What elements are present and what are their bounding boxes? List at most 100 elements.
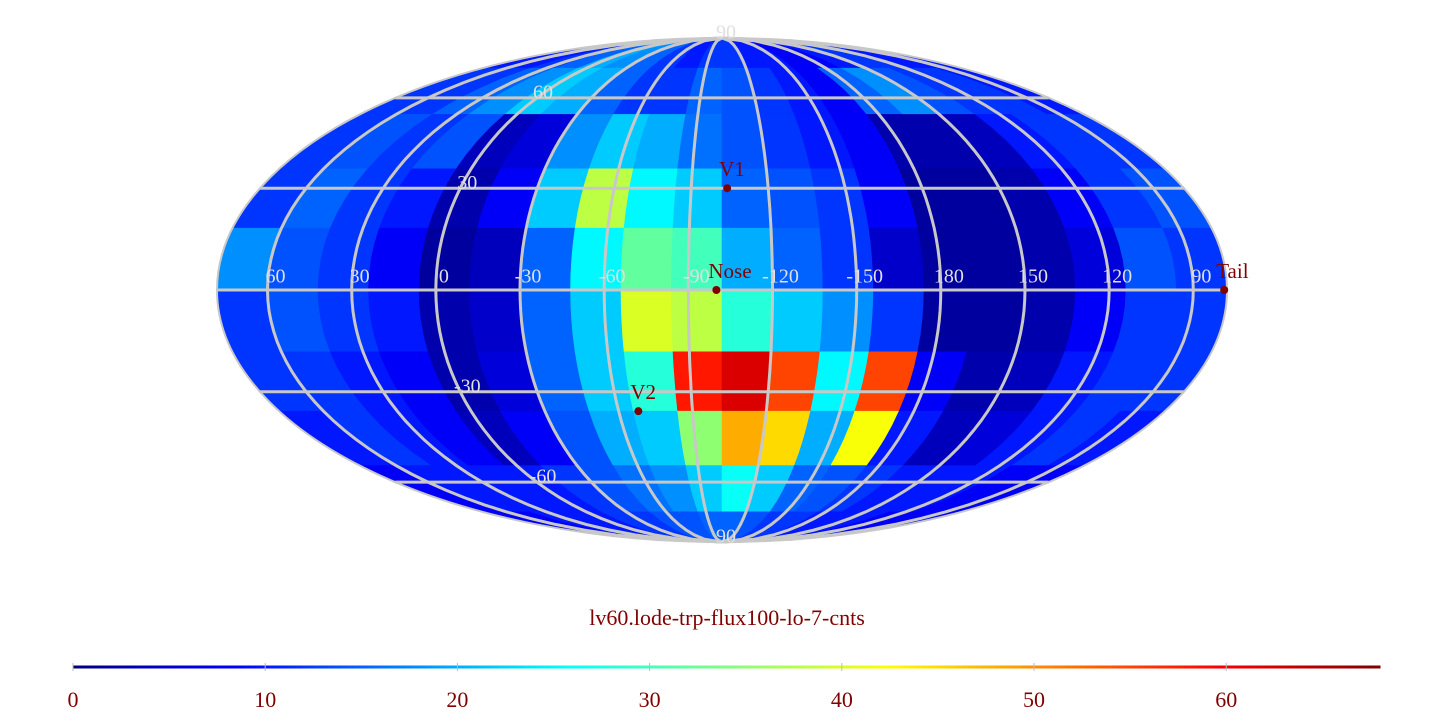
colorbar-segment — [1301, 665, 1309, 669]
y-tick-label: 90 — [716, 22, 736, 44]
colorbar-segment — [863, 665, 871, 669]
colorbar-segment — [327, 665, 335, 669]
point-label: Nose — [708, 259, 751, 283]
colorbar-segment — [654, 665, 662, 669]
colorbar-segment — [739, 665, 747, 669]
colorbar-segment — [510, 665, 518, 669]
colorbar-segment — [301, 665, 309, 669]
colorbar-segment — [92, 665, 100, 669]
colorbar-segment — [1112, 665, 1120, 669]
colorbar-segment — [759, 665, 767, 669]
colorbar-segment — [922, 665, 930, 669]
colorbar-segment — [1334, 665, 1342, 669]
colorbar-segment — [798, 665, 806, 669]
colorbar-segment — [497, 665, 505, 669]
colorbar-segment — [706, 665, 714, 669]
colorbar-segment — [1085, 665, 1093, 669]
point-marker — [634, 407, 643, 416]
colorbar-segment — [105, 665, 113, 669]
colorbar-segment — [1046, 665, 1054, 669]
colorbar-segment — [465, 665, 473, 669]
colorbar-segment — [73, 665, 81, 669]
colorbar-segment — [1308, 665, 1316, 669]
heat-cell — [671, 289, 723, 353]
colorbar-segment — [968, 665, 976, 669]
colorbar-segment — [1236, 665, 1244, 669]
heat-cell — [519, 289, 576, 353]
colorbar-segment — [1340, 665, 1348, 669]
colorbar-segment — [399, 665, 407, 669]
colorbar-segment — [804, 665, 812, 669]
overlay: 60 30 0 -30 -60 -90 -120 -150 180 150 120 90 90 60 30 -… — [266, 22, 1249, 548]
heat-cell — [917, 289, 975, 353]
colorbar-segment — [608, 665, 616, 669]
x-tick-label: 30 — [350, 266, 370, 288]
chart-title: lv60.lode-trp-flux100-lo-7-cnts — [589, 605, 865, 630]
colorbar-segment — [1327, 665, 1335, 669]
colorbar-segment — [1268, 665, 1276, 669]
colorbar-segment — [1177, 665, 1185, 669]
y-tick-label: 90 — [716, 526, 736, 548]
colorbar-segment — [164, 665, 172, 669]
colorbar-segment — [1138, 665, 1146, 669]
colorbar-segment — [680, 665, 688, 669]
heat-cell — [672, 168, 723, 229]
colorbar-segment — [1216, 665, 1224, 669]
colorbar-segment — [112, 665, 120, 669]
x-tick-label: -90 — [683, 266, 710, 288]
colorbar-segment — [824, 665, 832, 669]
colorbar-segment — [523, 665, 531, 669]
colorbar-segment — [288, 665, 296, 669]
colorbar-segment — [125, 665, 133, 669]
colorbar-segment — [641, 665, 649, 669]
y-tick-label: 30 — [457, 172, 477, 194]
colorbar-segment — [99, 665, 107, 669]
colorbar-tick-label: 60 — [1215, 687, 1237, 712]
colorbar-segment — [817, 665, 826, 669]
colorbar-segment — [458, 665, 466, 669]
colorbar-segment — [203, 665, 211, 669]
colorbar-segment — [171, 665, 179, 669]
colorbar-segment — [896, 665, 904, 669]
heat-cell — [765, 168, 821, 229]
colorbar-segment — [1262, 665, 1270, 669]
colorbar-segment — [197, 665, 205, 669]
heat-cell — [469, 289, 527, 353]
heat-cell — [721, 351, 772, 412]
heat-cell — [570, 289, 625, 353]
colorbar-segment — [772, 665, 780, 669]
y-tick-label: -30 — [454, 375, 481, 397]
colorbar-segment — [282, 665, 290, 669]
colorbar-segment — [354, 665, 362, 669]
colorbar-segment — [1105, 665, 1113, 669]
colorbar-segment — [1027, 665, 1035, 669]
colorbar-segment — [380, 665, 388, 669]
y-tick-label: 60 — [533, 81, 553, 103]
colorbar-segment — [1118, 665, 1126, 669]
point-label: V2 — [630, 380, 656, 404]
colorbar-segment — [118, 665, 126, 669]
colorbar-segment — [425, 665, 433, 669]
colorbar-segment — [530, 665, 538, 669]
colorbar-segment — [432, 665, 440, 669]
colorbar-segment — [602, 665, 610, 669]
heat-cell — [1162, 227, 1227, 291]
colorbar-tick-label: 0 — [68, 687, 79, 712]
colorbar-segment — [1229, 665, 1237, 669]
colorbar-segment — [406, 665, 414, 669]
colorbar-segment — [752, 665, 760, 669]
colorbar-segment — [223, 665, 231, 669]
colorbar-segment — [216, 665, 224, 669]
colorbar-segment — [386, 665, 394, 669]
colorbar-tick-label: 20 — [446, 687, 468, 712]
colorbar-tick-label: 40 — [831, 687, 853, 712]
point-label: V1 — [719, 157, 745, 181]
colorbar-segment — [942, 665, 950, 669]
colorbar-segment — [1281, 665, 1290, 669]
colorbar-segment — [334, 665, 342, 669]
x-tick-label: 150 — [1018, 266, 1048, 288]
colorbar-segment — [269, 665, 277, 669]
colorbar-segment — [889, 665, 897, 669]
x-tick-label: 120 — [1102, 266, 1132, 288]
colorbar-segment — [504, 665, 512, 669]
